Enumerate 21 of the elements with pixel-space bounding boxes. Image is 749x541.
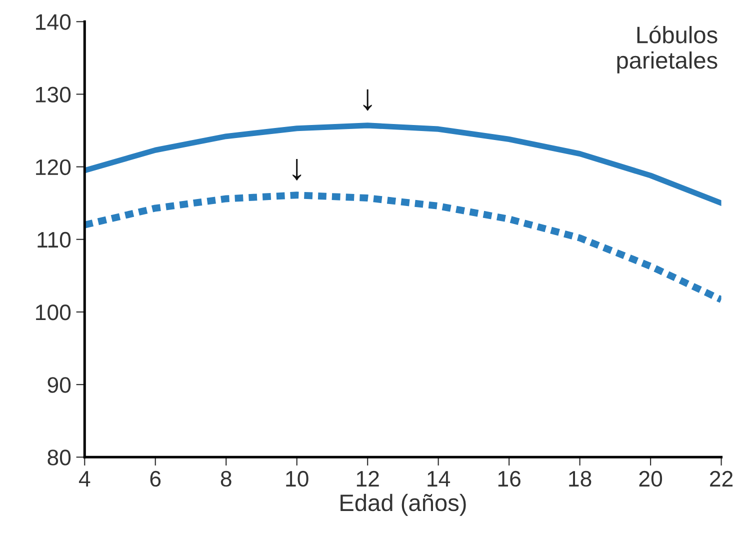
x-tick-label: 10 xyxy=(286,470,308,487)
x-tick-label: 4 xyxy=(78,471,90,486)
x-tick-label: 14 xyxy=(428,471,450,486)
x-tick-label: 12 xyxy=(356,470,379,486)
x-tick-label: 16 xyxy=(498,470,520,487)
annotation: ↓ xyxy=(363,89,372,111)
x-tick-label: 8 xyxy=(220,470,232,487)
x-tick-label: 6 xyxy=(150,470,161,487)
text: Lóbulos parietales xyxy=(617,26,718,74)
y-tick-label: 120 xyxy=(36,159,71,176)
y-tick-label: 140 xyxy=(36,14,71,30)
y-tick-label: 90 xyxy=(48,377,71,393)
x-tick-label: 20 xyxy=(639,470,662,487)
x-tick-label: 22 xyxy=(710,470,733,486)
y-tick-label: 130 xyxy=(36,86,71,102)
x-tick-label: 18 xyxy=(569,470,592,487)
y-tick-label: 110 xyxy=(38,232,71,248)
y-tick-label: 100 xyxy=(36,304,71,320)
x-axis-title: Edad (años) xyxy=(340,494,466,516)
y-tick-label: 80 xyxy=(48,450,71,466)
annotation: ↓ xyxy=(292,158,302,180)
